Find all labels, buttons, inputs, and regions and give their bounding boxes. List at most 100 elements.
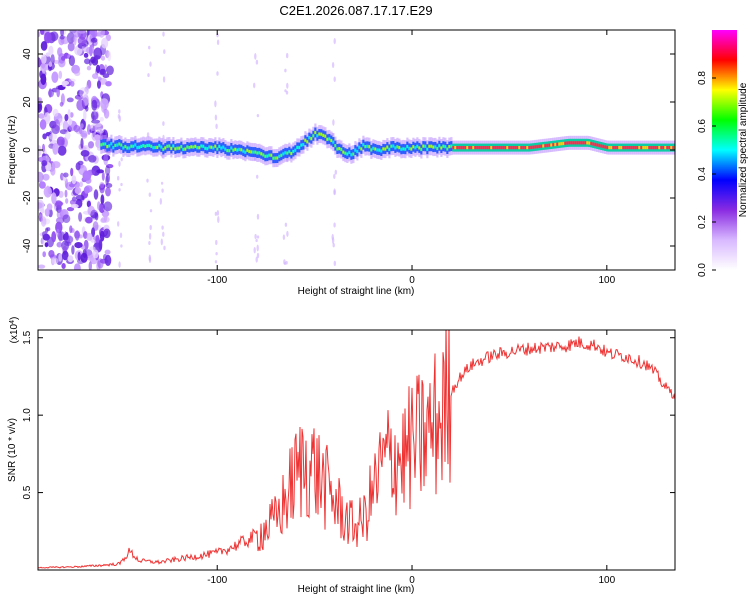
ridge-core <box>546 143 549 148</box>
ridge-core <box>324 134 327 138</box>
ridge-core <box>322 133 325 137</box>
noise-blob <box>70 80 75 87</box>
noise-speck <box>216 71 219 76</box>
noise-blob <box>100 55 106 61</box>
ridge-core <box>238 147 241 151</box>
ridge-core <box>406 145 409 149</box>
noise-blob <box>88 141 94 149</box>
snr-x-label: Height of straight line (km) <box>298 584 415 595</box>
ridge-core <box>130 144 133 148</box>
ridge-core <box>350 153 353 157</box>
noise-speck <box>216 210 220 216</box>
ridge-core <box>392 144 395 148</box>
spectrogram-y-tick-label: 0 <box>22 147 33 153</box>
ridge-core <box>262 153 265 157</box>
noise-blob <box>68 78 76 83</box>
ridge-core <box>226 149 229 153</box>
ridge-core <box>170 146 173 150</box>
ridge-core <box>180 145 183 149</box>
ridge-core <box>272 156 275 160</box>
ridge-core <box>402 147 405 151</box>
ridge-core <box>626 146 629 150</box>
noise-blob <box>40 41 48 51</box>
ridge-core <box>366 144 369 148</box>
ridge-core <box>358 145 361 149</box>
ridge-core <box>184 147 187 151</box>
noise-blob <box>58 190 64 198</box>
ridge-core <box>112 146 115 150</box>
ridge-core <box>124 144 127 149</box>
noise-blob <box>69 225 73 234</box>
ridge-core <box>300 143 303 147</box>
noise-blob <box>58 70 63 79</box>
ridge-core <box>564 141 567 145</box>
ridge-core <box>576 141 579 145</box>
ridge-core <box>242 149 245 153</box>
noise-speck <box>284 222 288 227</box>
ridge-core <box>420 147 423 152</box>
ridge-core <box>552 143 555 147</box>
ridge-core <box>658 146 661 150</box>
noise-blob <box>97 76 102 81</box>
noise-blob <box>38 181 46 189</box>
noise-speck <box>214 100 217 108</box>
ridge-core <box>454 146 457 150</box>
ridge-core <box>620 146 623 150</box>
ridge-core <box>290 151 293 156</box>
noise-blob <box>74 263 81 270</box>
noise-blob <box>96 169 104 174</box>
noise-blob <box>56 136 65 146</box>
ridge-core <box>464 146 467 150</box>
noise-speck <box>333 76 336 82</box>
ridge-core <box>660 146 663 150</box>
ridge-core <box>236 148 239 152</box>
ridge-core <box>598 143 601 148</box>
ridge-core <box>212 146 215 150</box>
noise-blob <box>38 202 43 209</box>
ridge-core <box>210 145 213 149</box>
snr-scale-close: ) <box>9 317 20 320</box>
spectrogram-y-ticks: -40 -20 0 20 40 <box>22 48 675 253</box>
snr-plot-area <box>38 330 675 569</box>
ridge-core <box>512 146 515 150</box>
noise-speck <box>148 232 152 240</box>
noise-speck <box>146 132 150 138</box>
chart-title: C2E1.2026.087.17.17.E29 <box>279 3 432 18</box>
noise-blob <box>86 65 92 71</box>
noise-blob <box>42 233 50 241</box>
noise-speck <box>255 59 259 65</box>
ridge-core <box>106 145 109 149</box>
ridge-core <box>364 145 367 149</box>
noise-speck <box>118 188 121 192</box>
ridge-core <box>370 148 373 152</box>
noise-speck <box>216 39 220 46</box>
ridge-core <box>314 130 317 135</box>
noise-speck <box>331 62 335 68</box>
noise-blob <box>98 30 105 38</box>
spectrogram-x-tick-label: 100 <box>598 275 615 286</box>
noise-speck <box>334 169 337 175</box>
noise-blob <box>107 51 112 62</box>
noise-blob <box>101 37 109 49</box>
ridge-core <box>162 147 165 152</box>
ridge-core <box>190 145 193 149</box>
noise-blob <box>42 251 46 258</box>
ridge-core <box>110 142 113 146</box>
noise-blob <box>48 88 52 98</box>
ridge-core <box>298 145 301 150</box>
noise-blob <box>51 71 59 83</box>
noise-blob <box>79 87 88 98</box>
noise-speck <box>149 61 152 67</box>
ridge-core <box>452 146 455 150</box>
noise-blob <box>38 145 42 157</box>
ridge-core <box>668 146 671 150</box>
ridge-core <box>628 146 631 150</box>
noise-blob <box>81 130 88 139</box>
noise-blob <box>101 171 105 181</box>
ridge-core <box>606 145 609 150</box>
noise-blob <box>48 250 55 258</box>
ridge-core <box>624 146 627 150</box>
ridge-core <box>286 151 289 155</box>
noise-blob <box>105 81 112 87</box>
